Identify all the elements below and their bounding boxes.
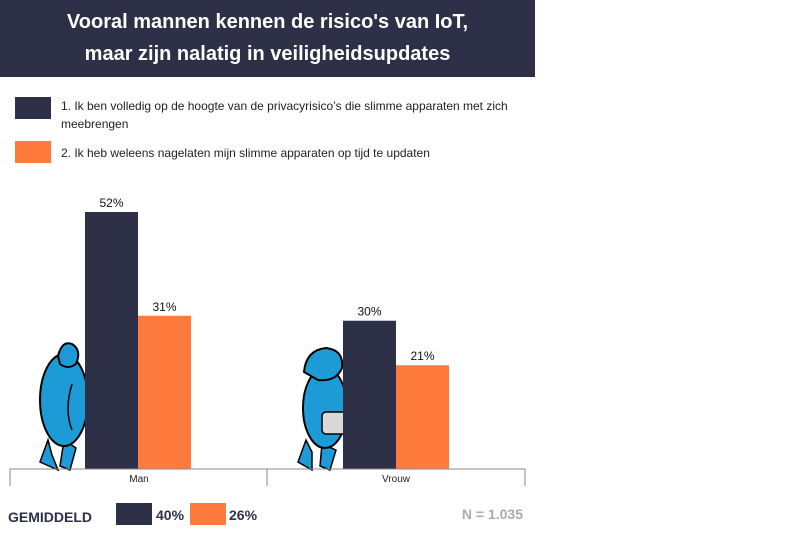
walking-woman-icon — [297, 346, 353, 472]
average-swatch-navy — [116, 503, 152, 525]
bar-vrouw-series-1 — [343, 320, 396, 469]
average-value-1: 40% — [156, 507, 185, 523]
data-label: 30% — [357, 305, 381, 319]
chart-title-line-1: Vooral mannen kennen de risico's van IoT… — [66, 11, 469, 33]
average-swatch-orange — [190, 503, 226, 525]
chart-title-line-2: maar zijn nalatig in veiligheidsupdates — [84, 43, 451, 65]
data-label: 52% — [99, 196, 123, 210]
walking-man-icon — [39, 342, 89, 472]
bar-man-series-1 — [85, 212, 138, 469]
average-label: GEMIDDELD — [8, 509, 92, 525]
bar-vrouw-series-2 — [396, 365, 449, 469]
data-label: 31% — [152, 300, 176, 314]
x-tick-label-vrouw: Vrouw — [382, 474, 411, 485]
data-label: 21% — [410, 349, 434, 363]
bar-man-series-2 — [138, 315, 191, 469]
legend-label-series-1: 1. Ik ben volledig op de hoogte van de p… — [61, 99, 508, 131]
average-value-2: 26% — [229, 507, 258, 523]
sample-size: N = 1.035 — [461, 506, 523, 522]
x-tick-label-man: Man — [129, 474, 148, 485]
chart-title-banner: Vooral mannen kennen de risico's van IoT… — [0, 0, 535, 77]
legend-swatch-navy — [15, 97, 51, 119]
legend-label-series-2: 2. Ik heb weleens nagelaten mijn slimme … — [61, 146, 430, 160]
legend-swatch-orange — [15, 141, 51, 163]
